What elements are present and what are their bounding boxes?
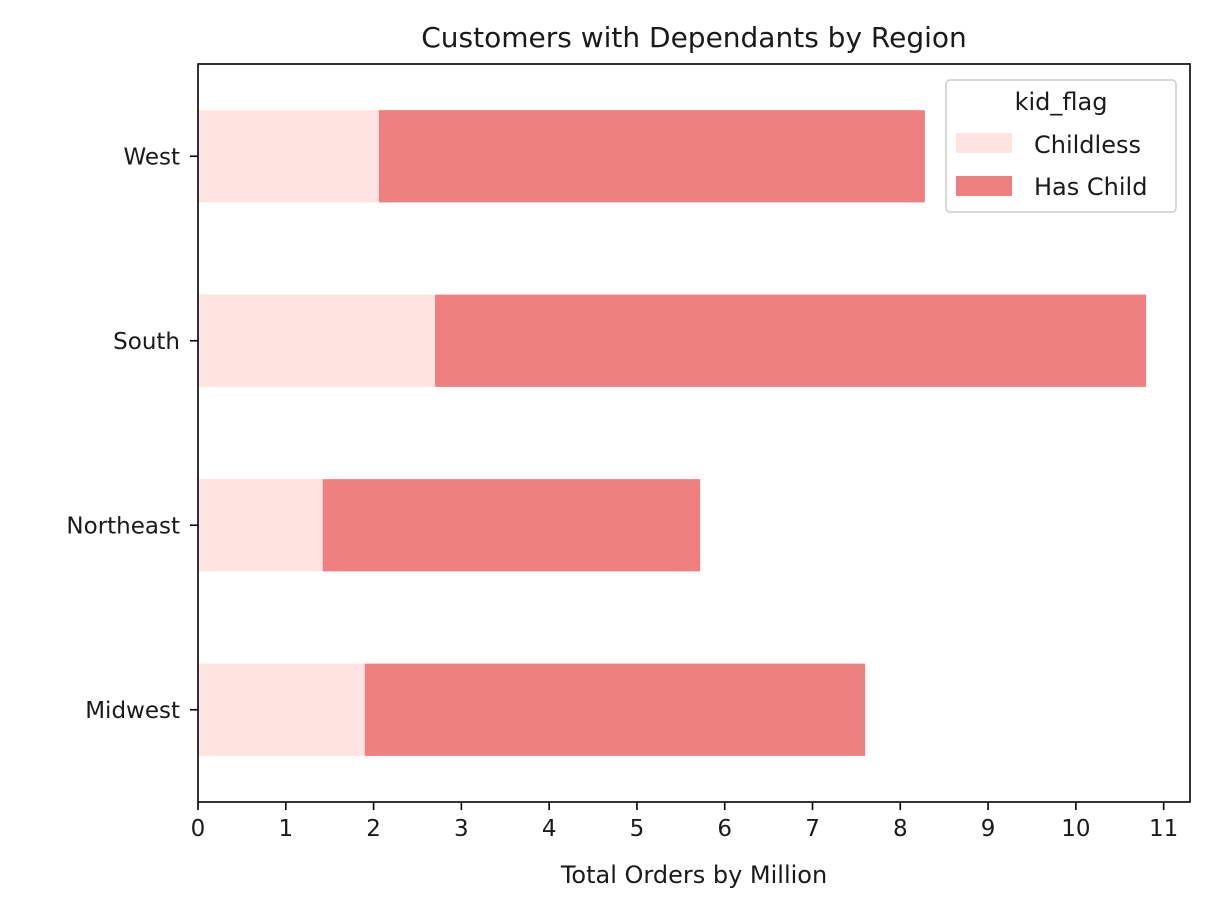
plot-frame bbox=[197, 63, 1191, 803]
legend-swatch-childless bbox=[956, 133, 1012, 153]
x-tick-label-9: 9 bbox=[981, 816, 996, 842]
bar-northeast-childless bbox=[198, 479, 323, 572]
y-tick-label-midwest: Midwest bbox=[85, 698, 180, 724]
legend-label-has-child: Has Child bbox=[1034, 173, 1147, 201]
bar-west-has-child bbox=[378, 110, 925, 203]
legend: kid_flag Childless Has Child bbox=[945, 79, 1177, 213]
x-tick-label-2: 2 bbox=[366, 816, 381, 842]
y-tick-label-south: South bbox=[113, 329, 180, 355]
y-tick-label-west: West bbox=[123, 144, 180, 170]
bar-south-childless bbox=[198, 294, 436, 387]
x-tick-label-3: 3 bbox=[454, 816, 469, 842]
x-tick-label-6: 6 bbox=[717, 816, 732, 842]
x-tick-label-4: 4 bbox=[542, 816, 557, 842]
legend-title: kid_flag bbox=[1015, 88, 1108, 116]
bar-northeast-has-child bbox=[322, 479, 701, 572]
legend-label-childless: Childless bbox=[1034, 131, 1141, 159]
bar-south-has-child bbox=[435, 294, 1147, 387]
bars bbox=[198, 110, 1147, 756]
x-axis: 0 1 2 3 4 5 6 7 8 9 10 11 bbox=[191, 802, 1178, 842]
x-axis-label: Total Orders by Million bbox=[560, 861, 827, 889]
bar-west-childless bbox=[198, 110, 379, 203]
x-tick-label-0: 0 bbox=[191, 816, 206, 842]
x-tick-label-5: 5 bbox=[630, 816, 645, 842]
y-axis: Midwest Northeast South West bbox=[66, 144, 198, 724]
y-tick-label-northeast: Northeast bbox=[66, 513, 180, 539]
x-tick-label-11: 11 bbox=[1149, 816, 1178, 842]
legend-swatch-has-child bbox=[956, 176, 1012, 196]
x-tick-label-8: 8 bbox=[893, 816, 908, 842]
x-tick-label-7: 7 bbox=[805, 816, 820, 842]
chart-title: Customers with Dependants by Region bbox=[421, 21, 967, 54]
x-tick-label-10: 10 bbox=[1061, 816, 1090, 842]
x-tick-label-1: 1 bbox=[278, 816, 293, 842]
bar-midwest-has-child bbox=[364, 663, 866, 756]
bar-midwest-childless bbox=[198, 663, 365, 756]
